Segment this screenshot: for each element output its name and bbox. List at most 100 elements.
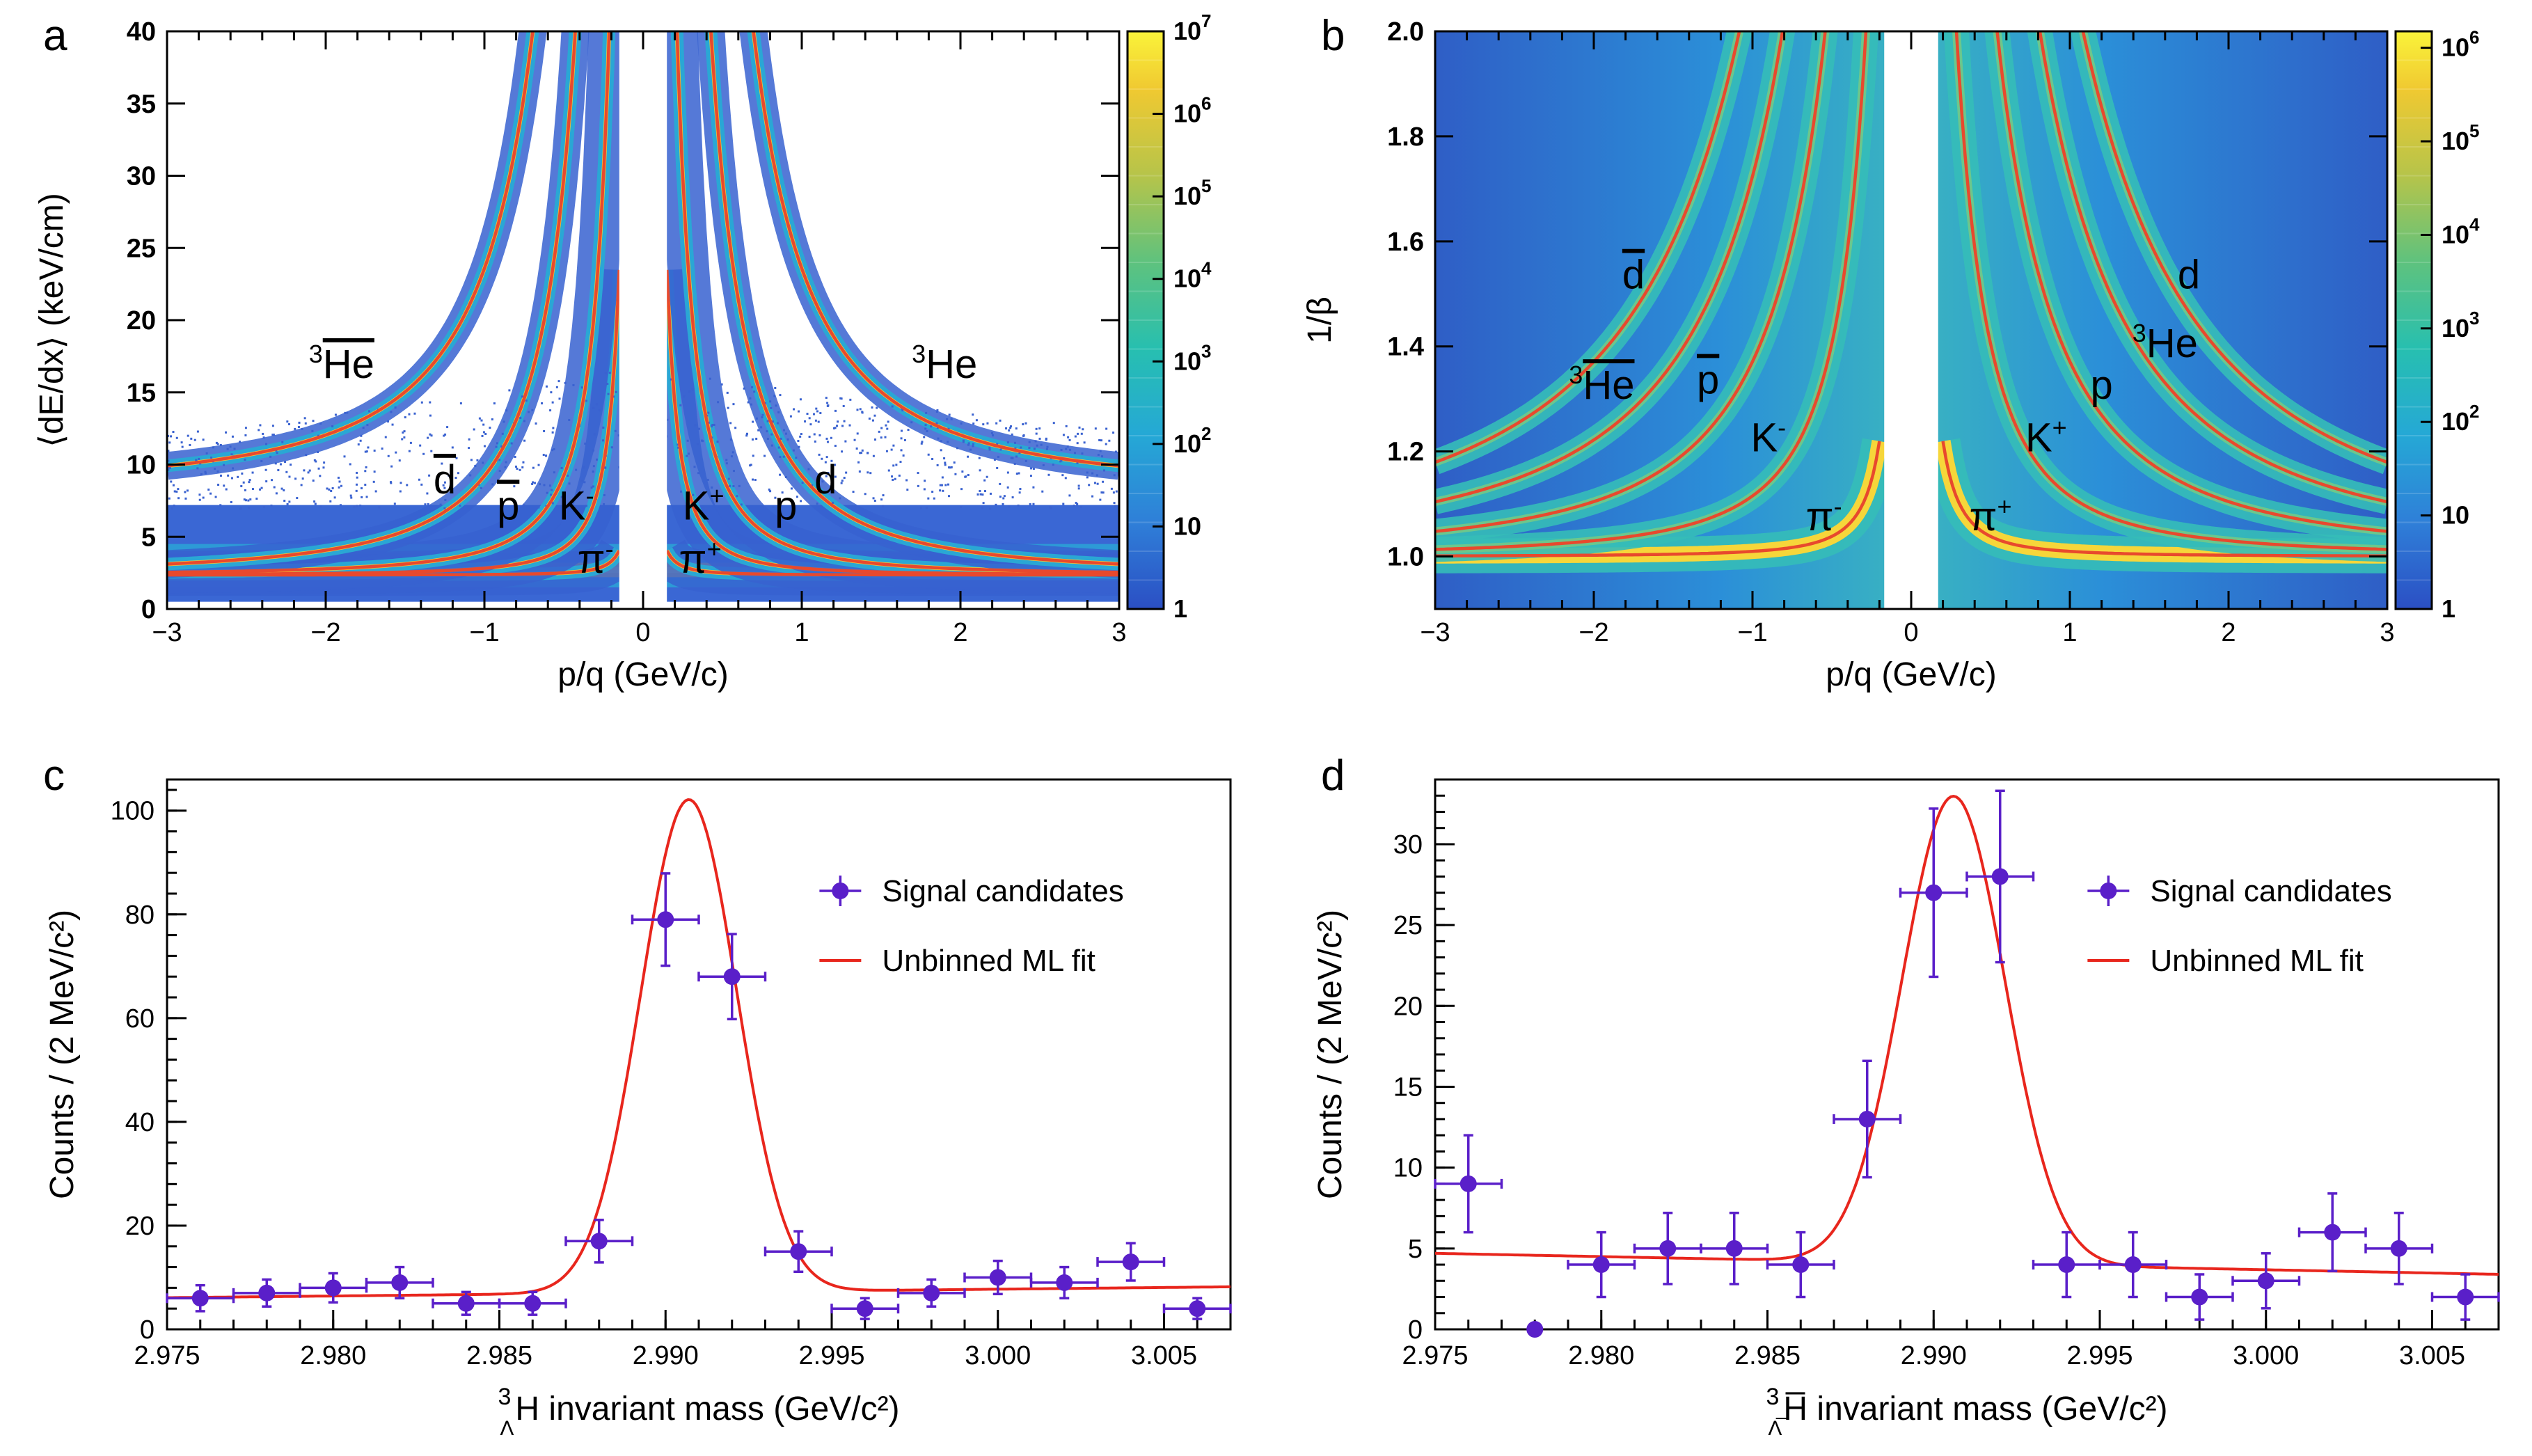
speckle bbox=[364, 483, 367, 486]
speckle bbox=[247, 499, 250, 502]
speckle bbox=[322, 466, 325, 469]
speckle bbox=[983, 479, 986, 482]
speckle bbox=[834, 464, 837, 466]
speckle bbox=[393, 503, 396, 505]
speckle bbox=[564, 381, 567, 384]
speckle bbox=[331, 425, 334, 428]
data-marker bbox=[856, 1300, 873, 1317]
speckle bbox=[816, 503, 818, 505]
speckle bbox=[972, 443, 974, 445]
speckle bbox=[454, 477, 457, 480]
speckle bbox=[891, 475, 894, 478]
speckle bbox=[283, 499, 286, 502]
speckle bbox=[552, 427, 555, 429]
data-marker bbox=[1189, 1300, 1206, 1317]
speckle bbox=[495, 445, 498, 448]
speckle bbox=[519, 416, 522, 419]
band-label-symbol: He bbox=[323, 342, 374, 387]
x-tick-label: 3.000 bbox=[965, 1341, 1031, 1370]
colorbar bbox=[2396, 31, 2432, 609]
speckle bbox=[504, 466, 507, 468]
speckle bbox=[262, 436, 265, 439]
speckle bbox=[731, 451, 734, 454]
speckle bbox=[480, 419, 483, 422]
speckle bbox=[833, 427, 836, 429]
speckle bbox=[294, 477, 297, 480]
speckle bbox=[373, 470, 376, 473]
band-label-symbol: K bbox=[2025, 416, 2052, 461]
speckle bbox=[780, 437, 782, 440]
speckle bbox=[1014, 447, 1017, 450]
speckle bbox=[189, 443, 191, 446]
speckle bbox=[840, 482, 843, 484]
speckle bbox=[1065, 448, 1068, 450]
colorbar-base: 10 bbox=[2442, 220, 2469, 248]
band-label: K- bbox=[1750, 413, 1786, 461]
speckle bbox=[986, 475, 988, 478]
speckle bbox=[283, 489, 285, 492]
speckle bbox=[525, 399, 528, 402]
panel-b-tof-heatmap: −3 −2 −1 0 1 2 3 1.0 1.2 1.4 1.6 1.8 2.0 p/q (GeV/c) 1… bbox=[1301, 17, 2480, 693]
speckle bbox=[892, 478, 894, 481]
speckle bbox=[1074, 435, 1077, 438]
speckle bbox=[1095, 474, 1098, 477]
speckle bbox=[532, 466, 535, 469]
speckle bbox=[167, 434, 170, 437]
speckle bbox=[532, 481, 535, 484]
speckle bbox=[361, 496, 363, 498]
speckle bbox=[274, 462, 277, 465]
speckle bbox=[1011, 433, 1013, 436]
speckle bbox=[806, 413, 809, 416]
speckle bbox=[408, 450, 411, 452]
speckle bbox=[1035, 427, 1038, 430]
speckle bbox=[755, 417, 758, 420]
speckle bbox=[582, 490, 585, 493]
x-tick-label: 2 bbox=[953, 618, 967, 647]
speckle bbox=[808, 436, 811, 438]
speckle bbox=[439, 503, 442, 506]
band-label-symbol: π bbox=[1806, 494, 1834, 539]
panel-label-d: d bbox=[1321, 752, 1345, 800]
speckle bbox=[821, 480, 824, 483]
speckle bbox=[807, 468, 810, 470]
data-marker bbox=[590, 1233, 608, 1250]
band-label: 3He bbox=[1569, 361, 1634, 408]
panel-label-a: a bbox=[43, 12, 68, 60]
y-axis-title: Counts / (2 MeV/c²) bbox=[44, 910, 81, 1199]
colorbar-tick-label: 10 bbox=[2442, 501, 2469, 530]
speckle bbox=[1108, 439, 1111, 442]
speckle bbox=[279, 463, 282, 466]
speckle bbox=[196, 430, 199, 433]
speckle bbox=[319, 422, 322, 425]
speckle bbox=[596, 458, 599, 461]
expected-curve-neg-deuteron bbox=[1435, 31, 1741, 464]
speckle bbox=[809, 423, 812, 426]
speckle bbox=[725, 462, 728, 465]
speckle bbox=[882, 505, 885, 507]
speckle bbox=[359, 439, 362, 442]
speckle bbox=[364, 450, 367, 453]
colorbar-base: 10 bbox=[1173, 17, 1201, 45]
speckle bbox=[972, 445, 974, 448]
speckle bbox=[1024, 422, 1027, 425]
speckle bbox=[580, 480, 583, 482]
speckle bbox=[825, 397, 828, 399]
colorbar-base: 10 bbox=[2442, 33, 2469, 62]
speckle bbox=[173, 504, 175, 507]
speckle bbox=[1052, 464, 1054, 466]
speckle bbox=[988, 448, 991, 451]
speckle bbox=[442, 484, 445, 486]
speckle bbox=[900, 437, 903, 440]
speckle bbox=[860, 452, 863, 454]
speckle bbox=[781, 491, 784, 494]
speckle bbox=[777, 411, 780, 413]
speckle bbox=[606, 383, 609, 386]
x-axis-title: p/q (GeV/c) bbox=[1826, 656, 1996, 693]
plot-area bbox=[167, 31, 1119, 609]
speckle bbox=[184, 491, 187, 493]
speckle bbox=[782, 429, 785, 432]
speckle bbox=[209, 492, 212, 495]
speckle bbox=[441, 462, 443, 465]
speckle bbox=[592, 470, 594, 473]
speckle bbox=[686, 454, 688, 457]
